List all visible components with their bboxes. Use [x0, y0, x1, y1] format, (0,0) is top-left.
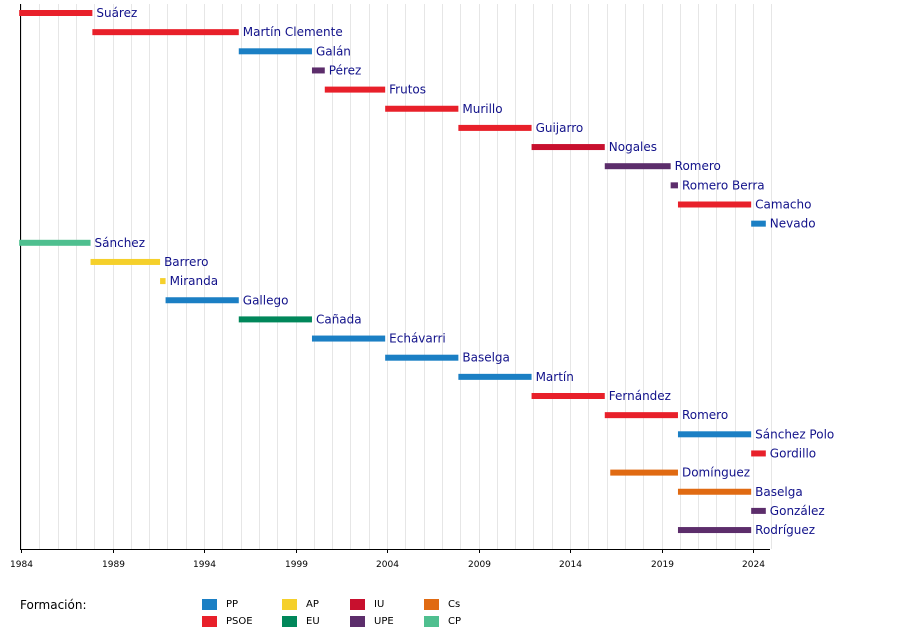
bar-label: Guijarro: [536, 121, 584, 135]
timeline-bar: [324, 86, 386, 93]
legend-swatch: [424, 615, 439, 627]
legend-item: PP: [202, 597, 238, 611]
bar-label: Pérez: [329, 63, 362, 77]
x-tick-label: 2024: [742, 560, 765, 570]
bar-label: Sánchez: [95, 236, 145, 250]
timeline-bar: [751, 507, 766, 514]
timeline-bar: [604, 412, 678, 419]
bar-label: Galán: [316, 44, 351, 58]
bar-label: Romero: [682, 408, 728, 422]
x-tick-label: 1989: [102, 560, 125, 570]
bar-label: Cañada: [316, 312, 362, 326]
timeline-bar: [604, 163, 671, 170]
legend-item: UPE: [350, 614, 394, 628]
bar-label: Rodríguez: [755, 523, 815, 537]
timeline-bar: [458, 124, 532, 131]
bar-label: Sánchez Polo: [755, 427, 834, 441]
legend-label: IU: [374, 598, 385, 610]
timeline-bar: [90, 258, 161, 265]
legend-item: AP: [282, 597, 319, 611]
bar-label: Suárez: [96, 6, 137, 20]
x-tick-label: 2009: [468, 560, 491, 570]
grid-lines: [21, 4, 772, 549]
bar-label: Nogales: [609, 140, 657, 154]
bar-label: Baselga: [755, 485, 803, 499]
timeline-bar: [19, 239, 91, 246]
bar-label: Martín Clemente: [243, 25, 343, 39]
legend-label: AP: [306, 598, 319, 610]
timeline-bar: [610, 469, 678, 476]
timeline-bar: [751, 450, 766, 457]
bar-label: Nevado: [770, 217, 816, 231]
bar-label: Murillo: [462, 102, 502, 116]
legend-swatch: [282, 615, 297, 627]
legend-label: PP: [226, 598, 239, 610]
bar-label: Domínguez: [682, 466, 750, 480]
timeline-bar: [677, 201, 752, 208]
legend-swatch: [350, 598, 365, 610]
timeline-chart: 1984 1989 1994 1999 2004 2009 2014 2019 2024 Suá…: [10, 4, 835, 570]
legend-swatch: [282, 598, 297, 610]
timeline-bar: [165, 297, 239, 304]
bar-label: Baselga: [462, 351, 510, 365]
legend-label: PSOE: [226, 615, 253, 627]
legend-item: PSOE: [202, 614, 253, 628]
legend-label: CP: [448, 615, 462, 627]
bar-label: Frutos: [389, 83, 426, 97]
legend-label: EU: [306, 615, 320, 627]
bar-label: Fernández: [609, 389, 671, 403]
x-tick-label: 2014: [559, 560, 582, 570]
bar-label: Romero Berra: [682, 178, 765, 192]
legend-item: IU: [350, 597, 384, 611]
bar-label: Barrero: [164, 255, 208, 269]
legend-swatch: [202, 598, 217, 610]
legend-title: Formación:: [20, 598, 87, 612]
bar-label: González: [770, 504, 825, 518]
timeline-bar: [677, 488, 752, 495]
timeline-bar: [677, 527, 752, 534]
x-tick-label: 2004: [376, 560, 399, 570]
bar-label: Echávarri: [389, 332, 446, 346]
legend-item: CP: [424, 614, 461, 628]
bar-label: Romero: [675, 159, 721, 173]
timeline-bar: [19, 10, 93, 16]
x-tick-label: 1999: [285, 560, 308, 570]
legend-swatch: [350, 615, 365, 627]
bar-label: Gallego: [243, 293, 289, 307]
bar-labels: Suárez Martín Clemente Galán Pérez Frutos Mur…: [95, 6, 835, 537]
timeline-bar: [160, 278, 166, 285]
timeline-bar: [238, 48, 312, 55]
x-axis-ticks: 1984 1989 1994 1999 2004 2009 2014 2019 2024: [10, 549, 765, 570]
timeline-bar: [677, 431, 752, 438]
timeline-bar: [531, 144, 605, 151]
legend-swatch: [202, 615, 217, 627]
timeline-bar: [385, 354, 459, 361]
legend-swatch: [424, 598, 439, 610]
x-tick-label: 1994: [193, 560, 216, 570]
bar-label: Miranda: [170, 274, 219, 288]
legend-label: UPE: [374, 615, 394, 627]
timeline-bar: [670, 182, 678, 189]
bar-label: Martín: [536, 370, 574, 384]
timeline-bar: [531, 393, 605, 399]
timeline-bars: [19, 10, 766, 534]
timeline-bar: [92, 29, 239, 36]
timeline-bar: [385, 105, 459, 112]
bar-label: Gordillo: [770, 446, 816, 460]
timeline-bar: [311, 335, 386, 342]
legend-item: Cs: [424, 597, 460, 611]
legend-item: EU: [282, 614, 320, 628]
timeline-bar: [238, 316, 312, 323]
legend-label: Cs: [448, 598, 461, 610]
bar-label: Camacho: [755, 198, 811, 212]
timeline-bar: [311, 67, 325, 74]
timeline-bar: [458, 373, 532, 380]
timeline-bar: [751, 220, 766, 227]
x-tick-label: 1984: [10, 560, 33, 570]
x-tick-label: 2019: [651, 560, 674, 570]
